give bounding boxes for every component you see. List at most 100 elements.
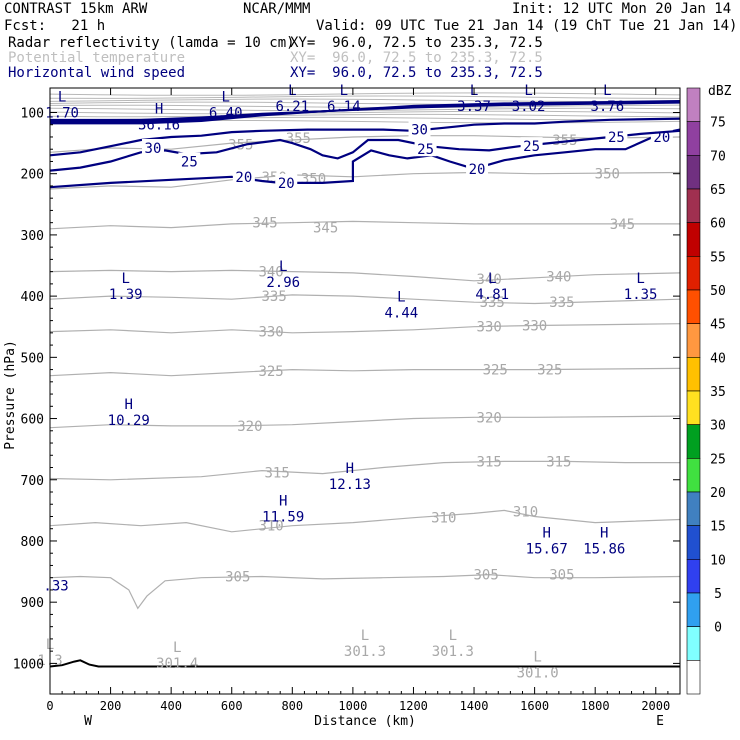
- theta-contour-335: [49, 294, 681, 305]
- wind-extremum-value: 15.86: [583, 542, 625, 558]
- field-wind-xy: XY= 96.0, 72.5 to 235.3, 72.5: [290, 65, 543, 81]
- wind-contour-label: 20: [235, 170, 252, 186]
- forecast-hour: Fcst: 21 h: [4, 18, 106, 34]
- colorbar-swatch: [686, 323, 701, 358]
- x-tick-label: 200: [100, 699, 122, 713]
- wind-extremum-value: 11.59: [262, 509, 304, 525]
- x-end-label-east: E: [656, 714, 664, 729]
- theta-contour-label: 340: [258, 265, 283, 281]
- colorbar-label: 15: [710, 520, 726, 535]
- theta-marker-low: L: [533, 649, 541, 665]
- colorbar-label: 40: [710, 351, 726, 366]
- colorbar-swatch: [686, 357, 701, 392]
- y-tick-label: 400: [21, 290, 44, 305]
- theta-contour-label: 335: [549, 295, 574, 311]
- plot-frame: [49, 87, 681, 695]
- wind-extremum-value: 1.35: [624, 287, 658, 303]
- colorbar-swatch: [686, 390, 701, 425]
- theta-contour-345: [49, 220, 680, 230]
- plot-area: 305 305 305 310 310 310 315 315 315 320 320 325 325 3…: [13, 83, 681, 713]
- theta-contour-label: 345: [313, 221, 338, 237]
- wind-marker-low: L: [524, 83, 532, 99]
- theta-stratosphere-line: [49, 104, 681, 109]
- theta-contour-label: 315: [477, 454, 502, 470]
- wind-extremum-value: 4.81: [475, 287, 509, 303]
- colorbar-label: 75: [710, 116, 726, 131]
- theta-marker-low: L: [173, 640, 181, 656]
- x-tick-label: 400: [160, 699, 182, 713]
- theta-contour-320: [49, 415, 681, 429]
- colorbar-label: 60: [710, 217, 726, 232]
- wind-contour-label: 25: [417, 142, 434, 158]
- wind-contour-label: 25: [181, 154, 198, 170]
- wind-extremum-value: 3.37: [457, 99, 491, 115]
- colorbar-label: 25: [710, 452, 726, 467]
- wind-extremum-value: 36.16: [138, 118, 180, 134]
- theta-stratosphere-line: [49, 113, 681, 118]
- theta-contour-label: 345: [252, 216, 277, 232]
- theta-contour-label: 330: [258, 325, 283, 341]
- colorbar-label: 20: [710, 486, 726, 501]
- wind-marker-low: L: [636, 271, 644, 287]
- wind-contour-30: [49, 117, 681, 157]
- terrain-line: [49, 659, 680, 668]
- wind-extremum-value: 3.76: [590, 99, 624, 115]
- wind-marker-low: L: [397, 289, 405, 305]
- field-theta-name: Potential temperature: [8, 50, 186, 66]
- wind-contour-label: 20: [653, 130, 670, 146]
- y-axis-label: Pressure (hPa): [3, 340, 18, 450]
- wind-marker-high: H: [279, 493, 287, 509]
- wind-marker-low: L: [58, 89, 66, 105]
- colorbar-swatch: [686, 559, 701, 594]
- theta-contour-350: [49, 171, 681, 190]
- wind-extremum-value: 6.21: [275, 99, 309, 115]
- wind-extremum-value: 15.67: [526, 542, 568, 558]
- colorbar-swatch: [686, 626, 701, 661]
- x-end-label-west: W: [84, 714, 92, 729]
- theta-stratosphere-line: [49, 98, 681, 103]
- wind-label-bg: [232, 167, 255, 184]
- valid-time: Valid: 09 UTC Tue 21 Jan 14 (19 ChT Tue …: [316, 18, 738, 34]
- colorbar-label: 10: [710, 553, 726, 568]
- y-tick-label: 800: [21, 535, 44, 550]
- field-reflectivity-xy: XY= 96.0, 72.5 to 235.3, 72.5: [290, 35, 543, 51]
- colorbar-label: 50: [710, 284, 726, 299]
- x-tick-label: 1800: [581, 699, 610, 713]
- wind-contour-label: 20: [278, 176, 295, 192]
- theta-extremum-value: 301.0: [517, 665, 559, 681]
- theta-marker-low: L: [361, 628, 369, 644]
- colorbar-swatch: [686, 121, 701, 156]
- init-time: Init: 12 UTC Mon 20 Jan 14: [512, 1, 732, 17]
- theta-contour-label: 305: [549, 568, 574, 584]
- colorbar-unit: dBZ: [708, 84, 732, 99]
- colorbar-swatch: [686, 256, 701, 291]
- wind-extremum-value: .33: [43, 578, 68, 594]
- wind-extremum-value: 2.96: [266, 275, 300, 291]
- theta-contour-305: [49, 573, 681, 610]
- wind-label-bg: [520, 137, 543, 154]
- theta-contour-340: [49, 269, 681, 282]
- y-tick-label: 500: [21, 351, 44, 366]
- theta-contour-label: 310: [513, 505, 538, 521]
- x-tick-label: 1200: [399, 699, 428, 713]
- y-tick-label: 600: [21, 413, 44, 428]
- theta-contour-label: 345: [610, 217, 635, 233]
- wind-marker-low: L: [221, 89, 229, 105]
- y-tick-label: 900: [21, 596, 44, 611]
- colorbar-swatch: [686, 222, 701, 257]
- theta-contour-label: 320: [237, 419, 262, 435]
- wind-contour-label: 30: [145, 141, 162, 157]
- theta-contour-label: 325: [483, 363, 508, 379]
- colorbar-swatch: [686, 592, 701, 627]
- wind-extremum-value: 6.40: [209, 105, 243, 121]
- wind-marker-high: H: [543, 526, 551, 542]
- y-tick-label: 300: [21, 229, 44, 244]
- wind-marker-high: H: [125, 397, 133, 413]
- colorbar-swatch: [686, 289, 701, 324]
- x-tick-label: 800: [281, 699, 303, 713]
- wind-marker-low: L: [340, 83, 348, 99]
- wind-contour-label: 25: [608, 130, 625, 146]
- colorbar-label: 45: [710, 318, 726, 333]
- colorbar-label: 65: [710, 183, 726, 198]
